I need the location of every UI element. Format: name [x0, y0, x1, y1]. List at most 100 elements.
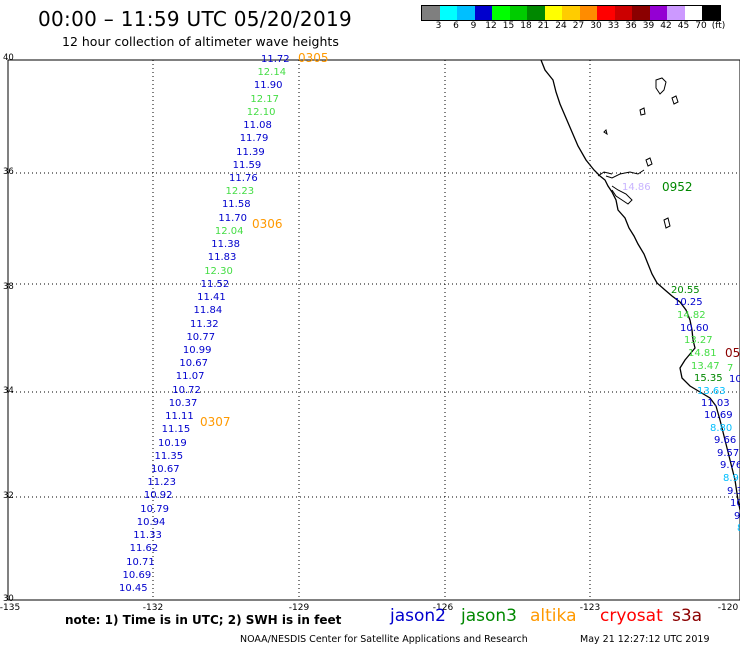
- legend-swatch: [562, 6, 580, 20]
- legend-label: 15: [502, 21, 515, 31]
- wave-height-reading: 11.32: [190, 318, 219, 330]
- wave-height-reading: 11.35: [154, 450, 184, 462]
- wave-height-reading: 11.33: [133, 530, 162, 542]
- legend-jason2: jason2: [390, 606, 446, 626]
- coastal-wave-reading: 20.55: [671, 285, 700, 296]
- wave-height-reading: 11.70: [218, 212, 248, 224]
- wave-height-reading: 10.67: [179, 358, 208, 370]
- lat-label-34: 34: [3, 386, 14, 396]
- lat-label-30: 30: [3, 594, 14, 604]
- coastline: [540, 59, 740, 511]
- wave-height-reading: 12.17: [250, 93, 279, 105]
- coastal-wave-reading: 10.69: [704, 410, 733, 421]
- coastal-wave-reading: 13.63: [697, 386, 726, 397]
- wave-height-reading: 11.59: [232, 159, 262, 171]
- wave-height-reading: 10.99: [182, 344, 212, 356]
- wave-height-reading: 11.38: [211, 239, 240, 251]
- wave-height-reading: 10.19: [158, 437, 187, 449]
- wave-height-reading: 11.11: [165, 411, 194, 423]
- lakes: [603, 77, 679, 229]
- coastal-wave-reading: 9.57: [717, 448, 740, 459]
- coastal-wave-reading: 10.25: [674, 297, 703, 308]
- time-label-0952: 0952: [662, 180, 693, 194]
- legend-swatch: [684, 6, 702, 20]
- coastal-wave-reading: 13.47: [691, 361, 720, 372]
- coastal-wave-reading: 8: [737, 524, 740, 534]
- time-label-0306: 0306: [252, 217, 283, 231]
- lat-label-40: 40: [3, 53, 14, 63]
- wave-height-reading: 11.23: [147, 477, 177, 489]
- legend-labels: 3 6 9 12 15 18 21 24 27 30 33 36 39 42 45 70 (ft): [421, 21, 740, 33]
- wave-height-reading: 10.67: [150, 463, 180, 475]
- wave-height-reading: 12.23: [225, 186, 255, 198]
- lon-label-132: -132: [142, 603, 164, 613]
- grid-lines: [8, 60, 740, 600]
- coastal-wave-reading: 9.3: [727, 486, 740, 497]
- wave-height-reading: 11.15: [161, 424, 191, 436]
- coastal-wave-reading: 9: [734, 511, 740, 522]
- legend-s3a: s3a: [672, 606, 703, 626]
- bay-reading: 14.86: [622, 182, 651, 193]
- coastal-wave-reading: 9.76: [720, 460, 740, 471]
- time-label-0307: 0307: [200, 415, 231, 429]
- chart-subtitle: 12 hour collection of altimeter wave hei…: [62, 34, 339, 49]
- legend-label: 24: [555, 21, 567, 31]
- legend-swatch: [439, 6, 457, 20]
- wave-height-reading: 12.30: [204, 265, 233, 277]
- lat-label-32: 32: [3, 491, 14, 501]
- wave-height-reading: 11.62: [129, 543, 159, 555]
- legend-swatch: [527, 6, 545, 20]
- legend-swatch: [579, 6, 597, 20]
- legend-cryosat: cryosat: [600, 606, 663, 626]
- legend-label: 39: [642, 21, 655, 31]
- wave-height-reading: 11.76: [229, 173, 258, 185]
- wave-height-reading: 10.69: [122, 569, 152, 581]
- wave-height-reading: 11.90: [253, 80, 283, 92]
- coastal-wave-reading: 8.9: [723, 473, 739, 484]
- wave-height-reading: 11.07: [175, 371, 205, 383]
- plot-frame: [7, 59, 740, 601]
- wave-height-reading: 12.04: [214, 225, 244, 237]
- legend-label: 36: [625, 21, 637, 31]
- time-label-05: 05: [725, 346, 740, 360]
- legend-swatch: [474, 6, 492, 20]
- coastal-reading-extra2: 10: [729, 374, 740, 385]
- chart-title: 00:00 – 11:59 UTC 05/20/2019: [38, 7, 353, 31]
- legend-swatch: [667, 6, 685, 20]
- lon-label-126: -126: [432, 603, 454, 613]
- lon-label-129: -129: [288, 603, 310, 613]
- wave-height-reading: 11.08: [243, 120, 272, 132]
- coastal-wave-reading: 10.60: [680, 323, 709, 334]
- legend-swatch: [702, 6, 720, 20]
- wave-height-reading: 11.52: [200, 278, 230, 290]
- legend-label: 42: [660, 21, 672, 31]
- wave-height-reading: 10.37: [168, 397, 198, 409]
- legend-label: 30: [590, 21, 602, 31]
- wave-height-reading: 10.45: [119, 583, 148, 594]
- legend-label: 33: [607, 21, 620, 31]
- wave-height-reading: 11.41: [197, 292, 226, 304]
- legend-label: 9: [470, 21, 477, 31]
- wave-height-reading: 11.58: [221, 199, 251, 211]
- coastal-wave-reading: 13.27: [684, 335, 713, 346]
- coastal-wave-reading: 11.03: [701, 398, 730, 409]
- legend-label: 6: [453, 21, 459, 31]
- coastal-wave-reading: 8.80: [710, 423, 733, 434]
- legend-swatch: [649, 6, 667, 20]
- wave-height-reading: 11.79: [239, 133, 269, 145]
- lat-label-36: 36: [3, 167, 14, 177]
- generated-timestamp: May 21 12:27:12 UTC 2019: [580, 634, 710, 645]
- coastal-wave-reading: 10: [730, 498, 740, 509]
- lon-label-123: -123: [579, 603, 601, 613]
- wave-height-reading: 10.92: [143, 490, 173, 502]
- legend-label: 3: [435, 21, 442, 31]
- legend-swatch: [597, 6, 615, 20]
- wave-height-reading: 10.71: [126, 556, 155, 568]
- legend-label: 12: [485, 21, 497, 31]
- legend-label: 27: [572, 21, 585, 31]
- lon-label-120: -120: [717, 603, 739, 613]
- wave-height-reading: 11.39: [236, 146, 265, 158]
- coastal-reading-extra1: 7: [727, 363, 734, 374]
- coastal-wave-reading: 14.81: [688, 348, 717, 359]
- lon-label-135: -135: [0, 603, 21, 613]
